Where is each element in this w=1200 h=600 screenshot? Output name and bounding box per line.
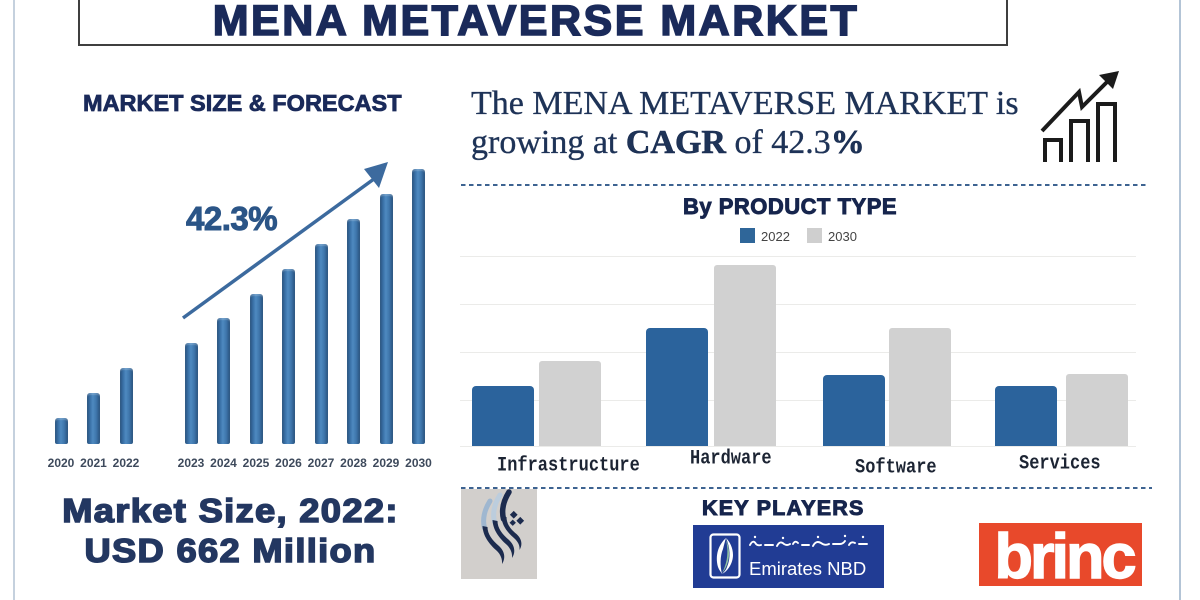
svg-text:Emirates NBD: Emirates NBD: [749, 558, 866, 579]
